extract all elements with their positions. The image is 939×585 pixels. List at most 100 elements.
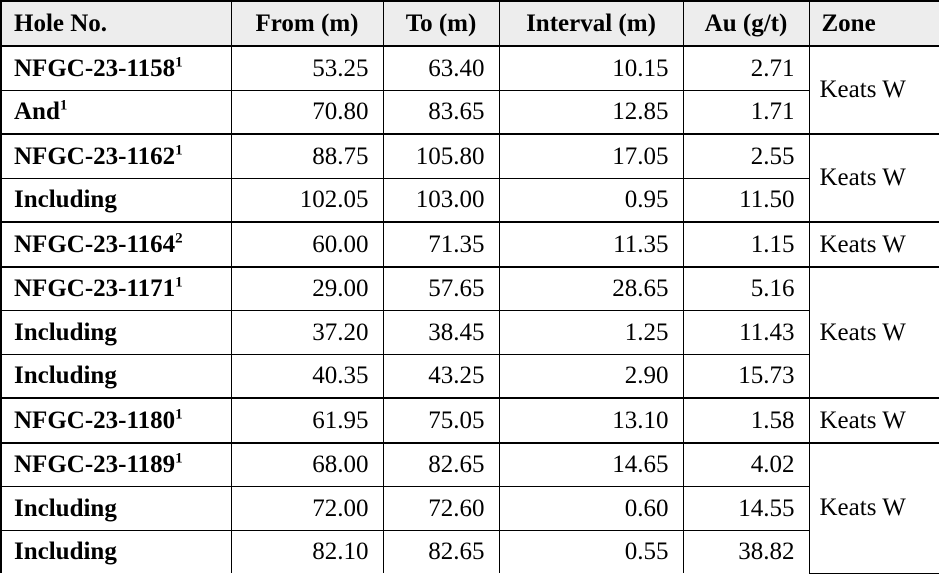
table-row: And1 70.80 83.65 12.85 1.71 [0, 89, 939, 135]
table-row: Including 40.35 43.25 2.90 15.73 [0, 353, 939, 399]
table-row: NFGC-23-11801 61.95 75.05 13.10 1.58 Keats W [0, 397, 939, 443]
col-header-from: From (m) [230, 0, 384, 47]
interval-cell: 0.60 [498, 486, 684, 531]
au-cell: 1.15 [682, 221, 810, 267]
table-header: Hole No. From (m) To (m) Interval (m) Au… [0, 0, 939, 47]
to-cell: 71.35 [382, 221, 500, 267]
from-cell: 88.75 [230, 133, 384, 179]
from-cell: 82.10 [230, 529, 384, 573]
table-row: NFGC-23-11642 60.00 71.35 11.35 1.15 Keats W [0, 221, 939, 267]
to-cell: 75.05 [382, 397, 500, 443]
au-cell: 5.16 [682, 265, 810, 311]
to-cell: 82.65 [382, 441, 500, 487]
hole-label: NFGC-23-1180 [14, 406, 176, 434]
au-cell: 11.50 [682, 177, 809, 223]
au-cell: 4.02 [682, 441, 810, 487]
to-cell: 72.60 [382, 486, 500, 531]
footnote-marker: 1 [175, 54, 183, 71]
hole-label: Including [14, 494, 117, 522]
hole-cell: Including [0, 529, 232, 573]
hole-cell: NFGC-23-11711 [0, 265, 232, 311]
au-cell: 2.55 [682, 133, 810, 179]
footnote-marker: 1 [175, 274, 183, 291]
interval-cell: 13.10 [498, 397, 684, 443]
interval-cell: 12.85 [498, 89, 684, 135]
au-cell: 2.71 [682, 45, 810, 91]
to-cell: 105.80 [382, 133, 500, 179]
table-row: Including 82.10 82.65 0.55 38.82 [0, 529, 939, 573]
interval-cell: 17.05 [498, 133, 684, 179]
hole-label: NFGC-23-1162 [14, 142, 176, 170]
zone-cell: Keats W [808, 133, 939, 223]
to-cell: 63.40 [382, 45, 500, 91]
zone-cell: Keats W [808, 397, 939, 443]
zone-cell: Keats W [808, 265, 939, 399]
col-header-to: To (m) [382, 0, 500, 47]
hole-label: Including [14, 186, 117, 213]
to-cell: 83.65 [382, 89, 500, 135]
interval-cell: 0.95 [498, 177, 684, 223]
from-cell: 102.05 [230, 177, 384, 223]
au-cell: 38.82 [682, 529, 809, 573]
zone-cell: Keats W [808, 441, 939, 574]
from-cell: 61.95 [230, 397, 384, 443]
table-row: Including 72.00 72.60 0.60 14.55 [0, 486, 939, 531]
from-cell: 29.00 [230, 265, 384, 311]
hole-label: NFGC-23-1171 [14, 275, 176, 302]
from-cell: 37.20 [230, 310, 384, 355]
hole-label: Including [14, 362, 117, 389]
from-cell: 53.25 [230, 45, 384, 91]
hole-label: Including [14, 538, 117, 565]
footnote-marker: 1 [175, 406, 183, 423]
interval-cell: 0.55 [498, 529, 684, 573]
au-cell: 15.73 [682, 353, 809, 399]
interval-cell: 11.35 [498, 221, 684, 267]
hole-cell: Including [0, 353, 232, 399]
hole-label: Including [14, 318, 117, 346]
hole-cell: NFGC-23-11621 [0, 133, 232, 179]
hole-label: NFGC-23-1164 [14, 230, 176, 258]
col-header-hole-no: Hole No. [0, 0, 232, 47]
au-cell: 1.58 [682, 397, 810, 443]
from-cell: 72.00 [230, 486, 384, 531]
hole-cell: And1 [0, 89, 232, 135]
hole-label: NFGC-23-1189 [14, 451, 176, 478]
interval-cell: 14.65 [498, 441, 684, 487]
table-row: Including 37.20 38.45 1.25 11.43 [0, 310, 939, 355]
footnote-marker: 1 [59, 97, 68, 114]
to-cell: 43.25 [382, 353, 500, 399]
to-cell: 57.65 [382, 265, 500, 311]
to-cell: 103.00 [382, 177, 500, 223]
table-row: NFGC-23-11711 29.00 57.65 28.65 5.16 Keats W [0, 265, 939, 399]
table-row: NFGC-23-11621 88.75 105.80 17.05 2.55 Keats W [0, 133, 939, 223]
hole-label: And [14, 98, 60, 125]
from-cell: 70.80 [230, 89, 384, 135]
interval-cell: 10.15 [498, 45, 684, 91]
hole-cell: NFGC-23-11642 [0, 221, 232, 267]
footnote-marker: 1 [175, 450, 183, 467]
au-cell: 1.71 [682, 89, 809, 135]
interval-cell: 2.90 [498, 353, 684, 399]
col-header-zone: Zone [808, 0, 939, 47]
hole-cell: NFGC-23-11801 [0, 397, 232, 443]
hole-cell: Including [0, 486, 232, 531]
hole-cell: NFGC-23-11891 [0, 441, 232, 487]
to-cell: 82.65 [382, 529, 500, 573]
hole-cell: NFGC-23-11581 [0, 45, 232, 91]
hole-cell: Including [0, 310, 232, 355]
table-row: NFGC-23-11581 53.25 63.40 10.15 2.71 Keats W [0, 45, 939, 135]
footnote-marker: 1 [175, 142, 183, 159]
au-cell: 11.43 [682, 310, 809, 355]
to-cell: 38.45 [382, 310, 500, 355]
from-cell: 40.35 [230, 353, 384, 399]
zone-cell: Keats W [808, 45, 939, 135]
col-header-au: Au (g/t) [682, 0, 810, 47]
table-row: Including 102.05 103.00 0.95 11.50 [0, 177, 939, 223]
hole-label: NFGC-23-1158 [14, 54, 176, 82]
hole-cell: Including [0, 177, 232, 223]
from-cell: 60.00 [230, 221, 384, 267]
interval-cell: 28.65 [498, 265, 684, 311]
header-row: Hole No. From (m) To (m) Interval (m) Au… [0, 0, 939, 47]
